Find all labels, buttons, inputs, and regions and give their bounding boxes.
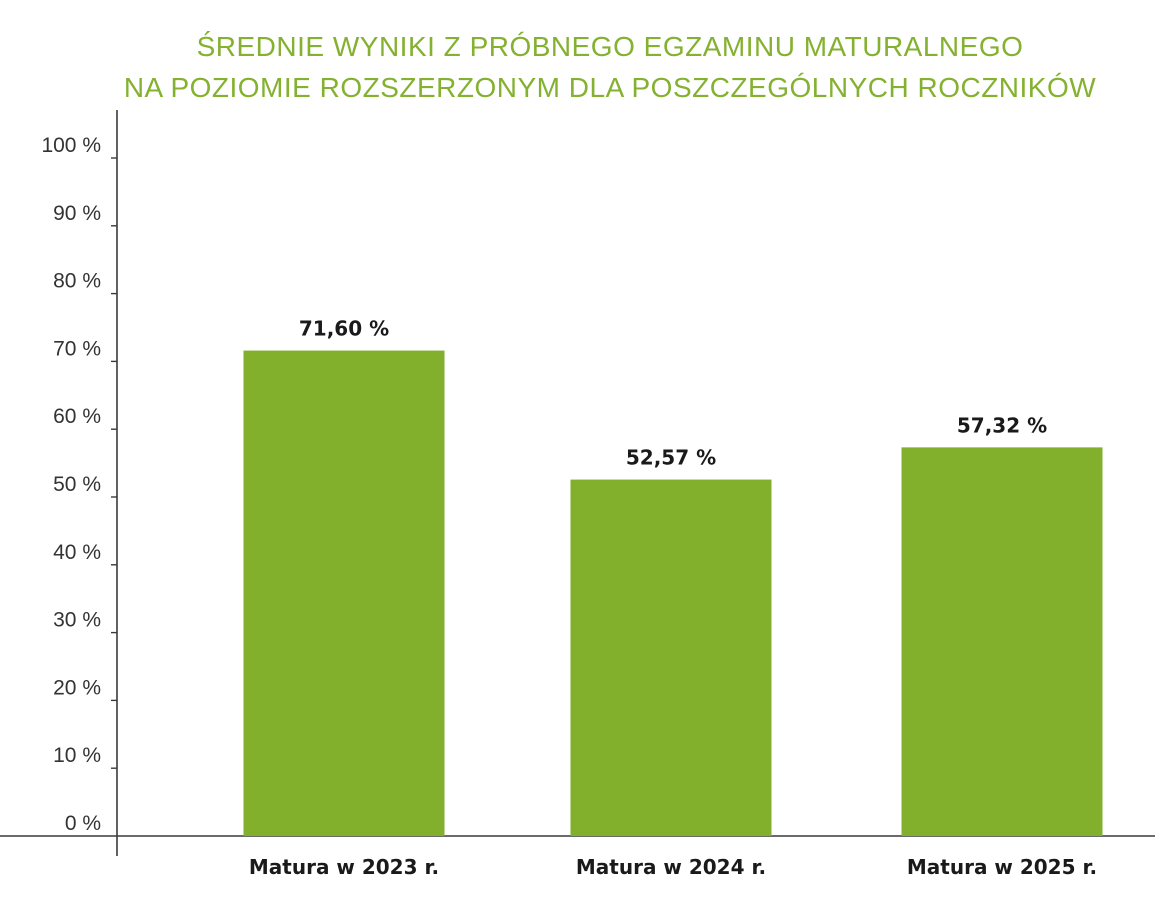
category-label: Matura w 2023 r. (249, 855, 439, 879)
bars (243, 350, 1103, 836)
y-tick-label: 20 % (53, 676, 101, 699)
bar (901, 447, 1103, 836)
chart-title-line-1: ŚREDNIE WYNIKI Z PRÓBNEGO EGZAMINU MATUR… (196, 31, 1024, 62)
category-label: Matura w 2024 r. (576, 855, 766, 879)
y-tick-label: 40 % (53, 541, 101, 564)
y-axis-ticks: 0 % 10 % 20 % 30 % 40 % 50 % 60 % 70 % 80 % 90 % 1… (41, 134, 117, 835)
y-tick-label: 100 % (41, 134, 101, 157)
y-tick-label: 80 % (53, 270, 101, 293)
y-tick-label: 90 % (53, 202, 101, 225)
bar-value-label: 57,32 % (957, 413, 1047, 437)
y-tick-label: 60 % (53, 405, 101, 428)
bar (570, 479, 772, 836)
chart-title: ŚREDNIE WYNIKI Z PRÓBNEGO EGZAMINU MATUR… (60, 26, 1160, 108)
labels: 71,60 % Matura w 2023 r. 52,57 % Matura w 2… (249, 317, 1097, 879)
bar-value-label: 52,57 % (626, 446, 716, 470)
y-tick-label: 30 % (53, 609, 101, 632)
bar (243, 350, 445, 836)
y-tick-label: 10 % (53, 744, 101, 767)
y-tick-label: 0 % (65, 812, 101, 835)
category-label: Matura w 2025 r. (907, 855, 1097, 879)
bar-value-label: 71,60 % (299, 317, 389, 341)
y-tick-label: 50 % (53, 473, 101, 496)
chart-title-line-2: NA POZIOMIE ROZSZERZONYM DLA POSZCZEGÓLN… (123, 72, 1097, 103)
y-tick-label: 70 % (53, 337, 101, 360)
